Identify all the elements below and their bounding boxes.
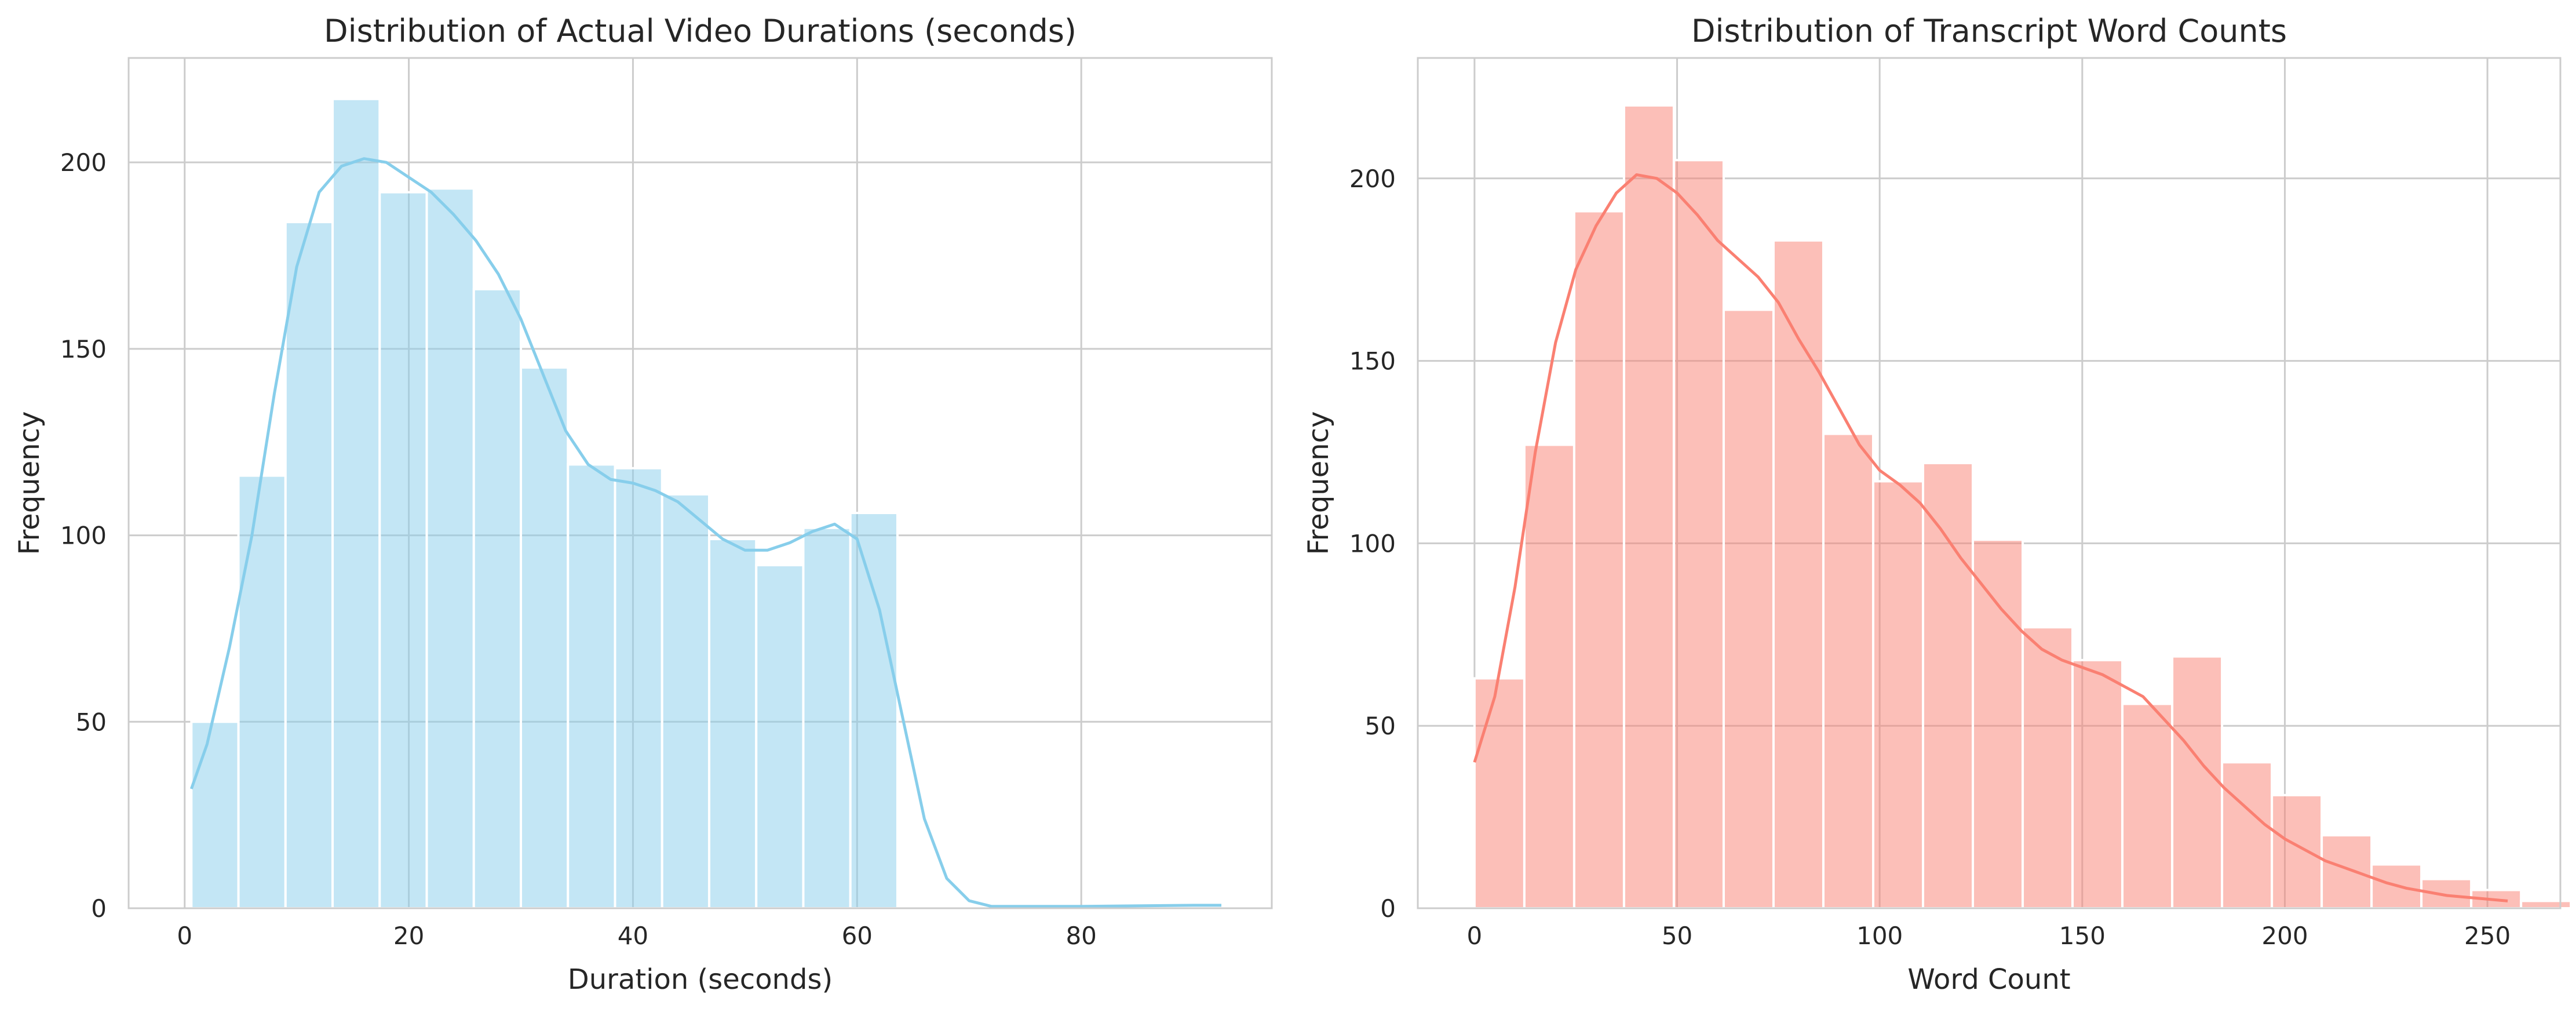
histogram-bar [1523, 443, 1575, 909]
histogram-bar [2171, 655, 2224, 909]
x-axis-label: Duration (seconds) [568, 963, 833, 996]
x-tick-label: 0 [177, 922, 192, 950]
histogram-bar [1572, 210, 1625, 910]
histogram-bar [190, 720, 240, 909]
histogram-bar [661, 493, 710, 909]
histogram-bar [520, 366, 570, 909]
histogram-bar [2520, 900, 2573, 909]
histogram-bar [1672, 159, 1725, 909]
chart-title: Distribution of Actual Video Durations (… [324, 13, 1077, 49]
histogram-bar [2271, 793, 2323, 909]
word-count-histogram-chart: 0 50 100 150 200 250 0 50 100 150 200 Distribution… [1302, 13, 2573, 996]
x-tick-label: 40 [618, 922, 648, 950]
histogram-bar [1722, 308, 1775, 909]
y-tick-label: 100 [60, 522, 107, 550]
x-axis-label: Word Count [1907, 963, 2070, 996]
y-tick-label: 150 [60, 335, 107, 363]
histogram-bar [802, 526, 852, 909]
histogram-bar [472, 287, 523, 910]
kde-line [189, 157, 1221, 908]
histogram-bar [2320, 834, 2373, 910]
x-tick-label: 60 [842, 922, 873, 950]
y-tick-label: 50 [76, 708, 107, 736]
kde-line [1473, 173, 2508, 902]
histogram-bar [1473, 677, 1526, 910]
histogram-bar [1622, 104, 1675, 910]
histogram-bar [2071, 658, 2124, 909]
y-tick-label: 150 [1349, 347, 1396, 376]
y-tick-label: 200 [60, 148, 107, 177]
x-tick-label: 100 [1856, 922, 1903, 950]
histogram-bar [1822, 432, 1875, 909]
y-tick-label: 200 [1349, 165, 1396, 193]
x-tick-label: 80 [1066, 922, 1096, 950]
histogram-bar [567, 463, 616, 909]
x-tick-label: 250 [2464, 922, 2511, 950]
histogram-bar [237, 474, 287, 909]
histogram-bar [284, 221, 334, 910]
histogram-bar [2022, 626, 2074, 909]
histogram-bar [425, 187, 475, 909]
histogram-bar [378, 191, 428, 909]
histogram-bar [331, 97, 381, 909]
y-axis-label: Frequency [13, 412, 46, 555]
y-tick-label: 0 [1380, 894, 1396, 923]
y-axis-label: Frequency [1302, 412, 1335, 555]
x-tick-label: 0 [1467, 922, 1483, 950]
x-tick-label: 200 [2261, 922, 2308, 950]
duration-histogram-chart: 0 20 40 60 80 0 50 100 150 200 Distribution of Ac… [13, 13, 1273, 996]
histogram-bar [1872, 480, 1925, 909]
histogram-bar [614, 467, 663, 909]
histogram-bar [2221, 761, 2274, 910]
histogram-bar [1972, 538, 2024, 909]
y-tick-label: 50 [1365, 712, 1396, 740]
y-tick-label: 100 [1349, 529, 1396, 558]
x-tick-label: 20 [393, 922, 424, 950]
histogram-bar [1922, 461, 1975, 909]
x-tick-label: 50 [1662, 922, 1692, 950]
chart-title: Distribution of Transcript Word Counts [1691, 13, 2287, 49]
y-tick-label: 0 [91, 894, 107, 923]
histogram-bar [755, 564, 805, 909]
x-tick-label: 150 [2059, 922, 2106, 950]
histogram-bar [849, 511, 899, 909]
histogram-bar [707, 538, 758, 909]
histogram-bar [2121, 702, 2174, 909]
